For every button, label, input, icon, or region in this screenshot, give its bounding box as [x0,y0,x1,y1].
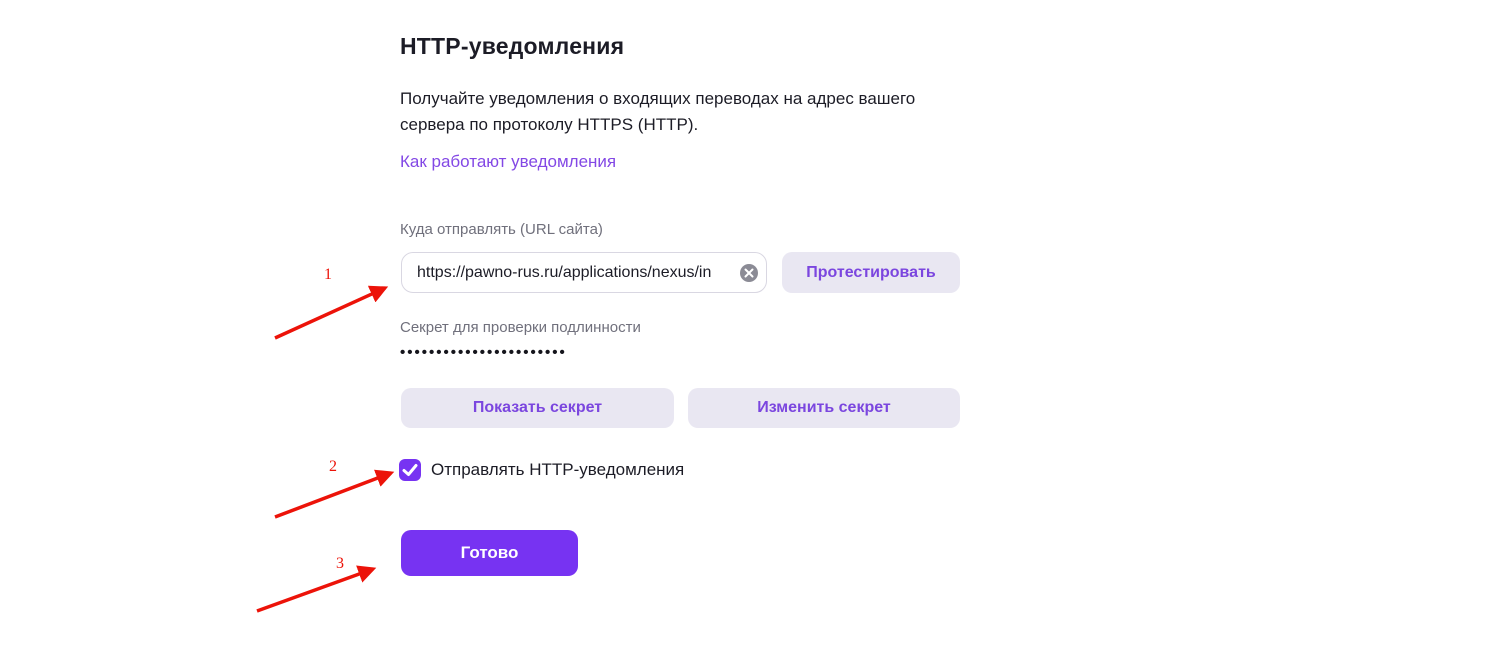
annotation-number-1: 1 [324,266,332,283]
test-button[interactable]: Протестировать [782,252,960,293]
secret-masked-value: ••••••••••••••••••••••• [400,344,567,361]
annotation-number-2: 2 [329,458,337,475]
page-title: HTTP-уведомления [400,33,625,59]
annotation-number-3: 3 [336,555,344,572]
checkmark-icon [402,464,418,476]
how-notifications-work-link[interactable]: Как работают уведомления [400,152,617,171]
url-input-field[interactable] [401,252,767,293]
send-notifications-checkbox-row[interactable]: Отправлять HTTP-уведомления [399,459,684,481]
send-notifications-checkbox[interactable] [399,459,421,481]
clear-input-icon[interactable] [740,264,758,282]
done-button[interactable]: Готово [401,530,578,576]
url-field-label: Куда отправлять (URL сайта) [400,221,603,238]
url-input[interactable] [401,252,767,293]
annotation-arrow-1 [274,285,389,340]
secret-field-label: Секрет для проверки подлинности [400,319,641,336]
page-description: Получайте уведомления о входящих перевод… [400,89,916,134]
close-x-glyph [744,268,754,278]
send-notifications-label: Отправлять HTTP-уведомления [431,460,685,479]
annotation-arrow-2 [274,469,395,519]
show-secret-button[interactable]: Показать секрет [401,388,674,428]
change-secret-button[interactable]: Изменить секрет [688,388,960,428]
annotation-arrow-3 [256,565,377,613]
